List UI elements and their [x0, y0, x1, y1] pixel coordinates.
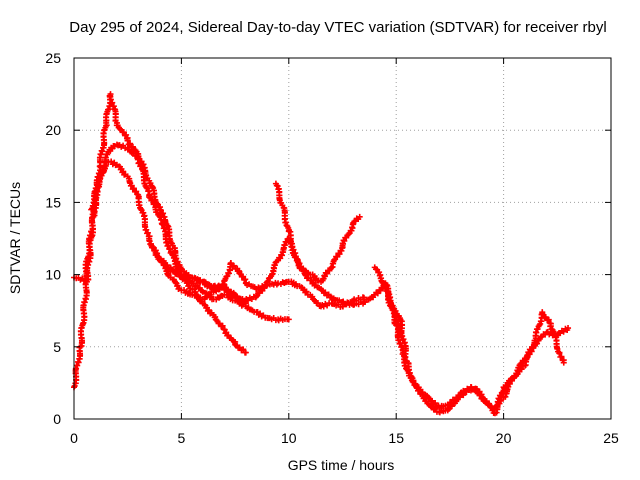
x-axis-title: GPS time / hours	[288, 457, 395, 473]
data-points	[71, 91, 571, 416]
x-tick-label: 20	[496, 430, 512, 446]
y-axis-title: SDTVAR / TECUs	[7, 182, 23, 294]
y-tick-label: 10	[45, 267, 61, 283]
plot-frame	[74, 58, 611, 419]
sdtvar-chart: Day 295 of 2024, Sidereal Day-to-day VTE…	[0, 0, 640, 480]
y-tick-label: 5	[53, 339, 61, 355]
y-tick-label: 15	[45, 194, 61, 210]
x-tick-label: 15	[388, 430, 404, 446]
x-tick-label: 25	[603, 430, 619, 446]
y-tick-label: 20	[45, 122, 61, 138]
x-tick-label: 10	[281, 430, 297, 446]
axes: 0 5 10 15 20 25 0 5 10 15 20 25	[45, 50, 619, 446]
grid	[74, 58, 611, 419]
chart-title: Day 295 of 2024, Sidereal Day-to-day VTE…	[69, 19, 606, 36]
y-tick-label: 0	[53, 411, 61, 427]
x-tick-label: 5	[178, 430, 186, 446]
y-tick-label: 25	[45, 50, 61, 66]
x-tick-label: 0	[70, 430, 78, 446]
